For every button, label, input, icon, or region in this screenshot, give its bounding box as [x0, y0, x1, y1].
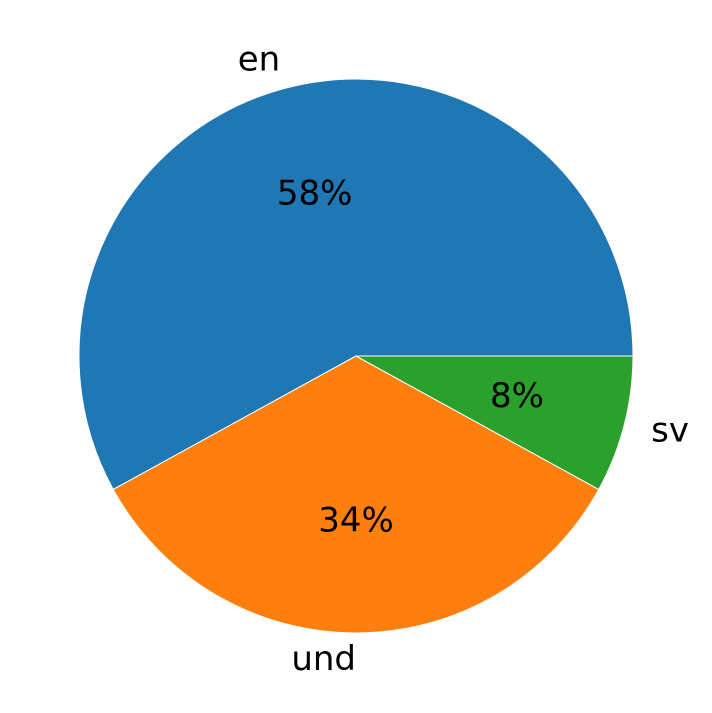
slice-label-en: en	[238, 39, 280, 79]
slice-label-und: und	[291, 639, 356, 679]
pie-slices	[78, 78, 634, 634]
percent-label-und: 34%	[318, 501, 394, 541]
pie-labels: en 58% und 34% sv 8%	[238, 39, 689, 679]
slice-label-sv: sv	[651, 410, 689, 450]
pie-slice-und	[112, 355, 600, 634]
pie-slice-sv	[355, 355, 634, 491]
percent-label-en: 58%	[277, 174, 353, 214]
pie-slice-en	[78, 78, 634, 491]
percent-label-sv: 8%	[490, 376, 544, 416]
